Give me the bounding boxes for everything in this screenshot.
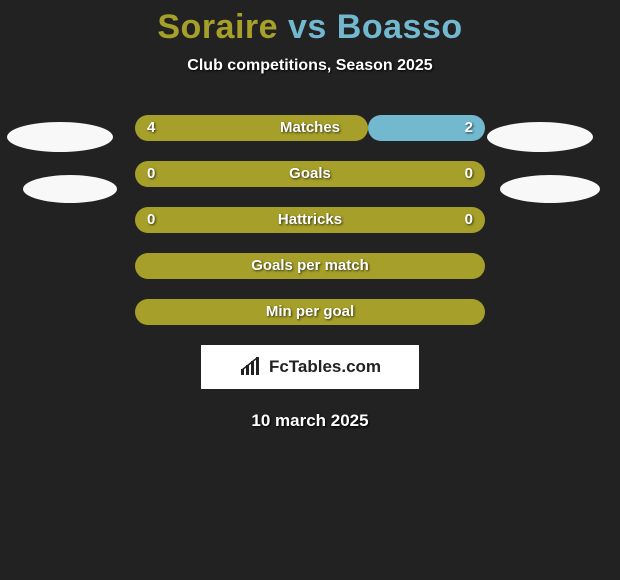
bar-neutral xyxy=(135,299,485,325)
bar-b xyxy=(368,115,485,141)
chart-icon xyxy=(239,357,263,377)
bar-neutral xyxy=(135,253,485,279)
decorative-ellipse xyxy=(7,122,113,152)
stat-row: 00Goals xyxy=(135,161,485,187)
decorative-ellipse xyxy=(23,175,117,203)
stat-row: 00Hattricks xyxy=(135,207,485,233)
decorative-ellipse xyxy=(487,122,593,152)
stat-row: Min per goal xyxy=(135,299,485,325)
bar-neutral xyxy=(135,207,485,233)
subtitle: Club competitions, Season 2025 xyxy=(0,57,620,75)
bar-a xyxy=(135,115,368,141)
stat-row: 42Matches xyxy=(135,115,485,141)
player-a-name: Soraire xyxy=(157,8,278,46)
bar-neutral xyxy=(135,161,485,187)
logo-text: FcTables.com xyxy=(269,357,381,377)
fctables-logo: FcTables.com xyxy=(201,345,419,389)
player-b-name: Boasso xyxy=(337,8,463,46)
page-title: Soraire vs Boasso xyxy=(0,0,620,47)
stat-row: Goals per match xyxy=(135,253,485,279)
date-text: 10 march 2025 xyxy=(0,411,620,431)
vs-text: vs xyxy=(288,8,327,46)
decorative-ellipse xyxy=(500,175,600,203)
